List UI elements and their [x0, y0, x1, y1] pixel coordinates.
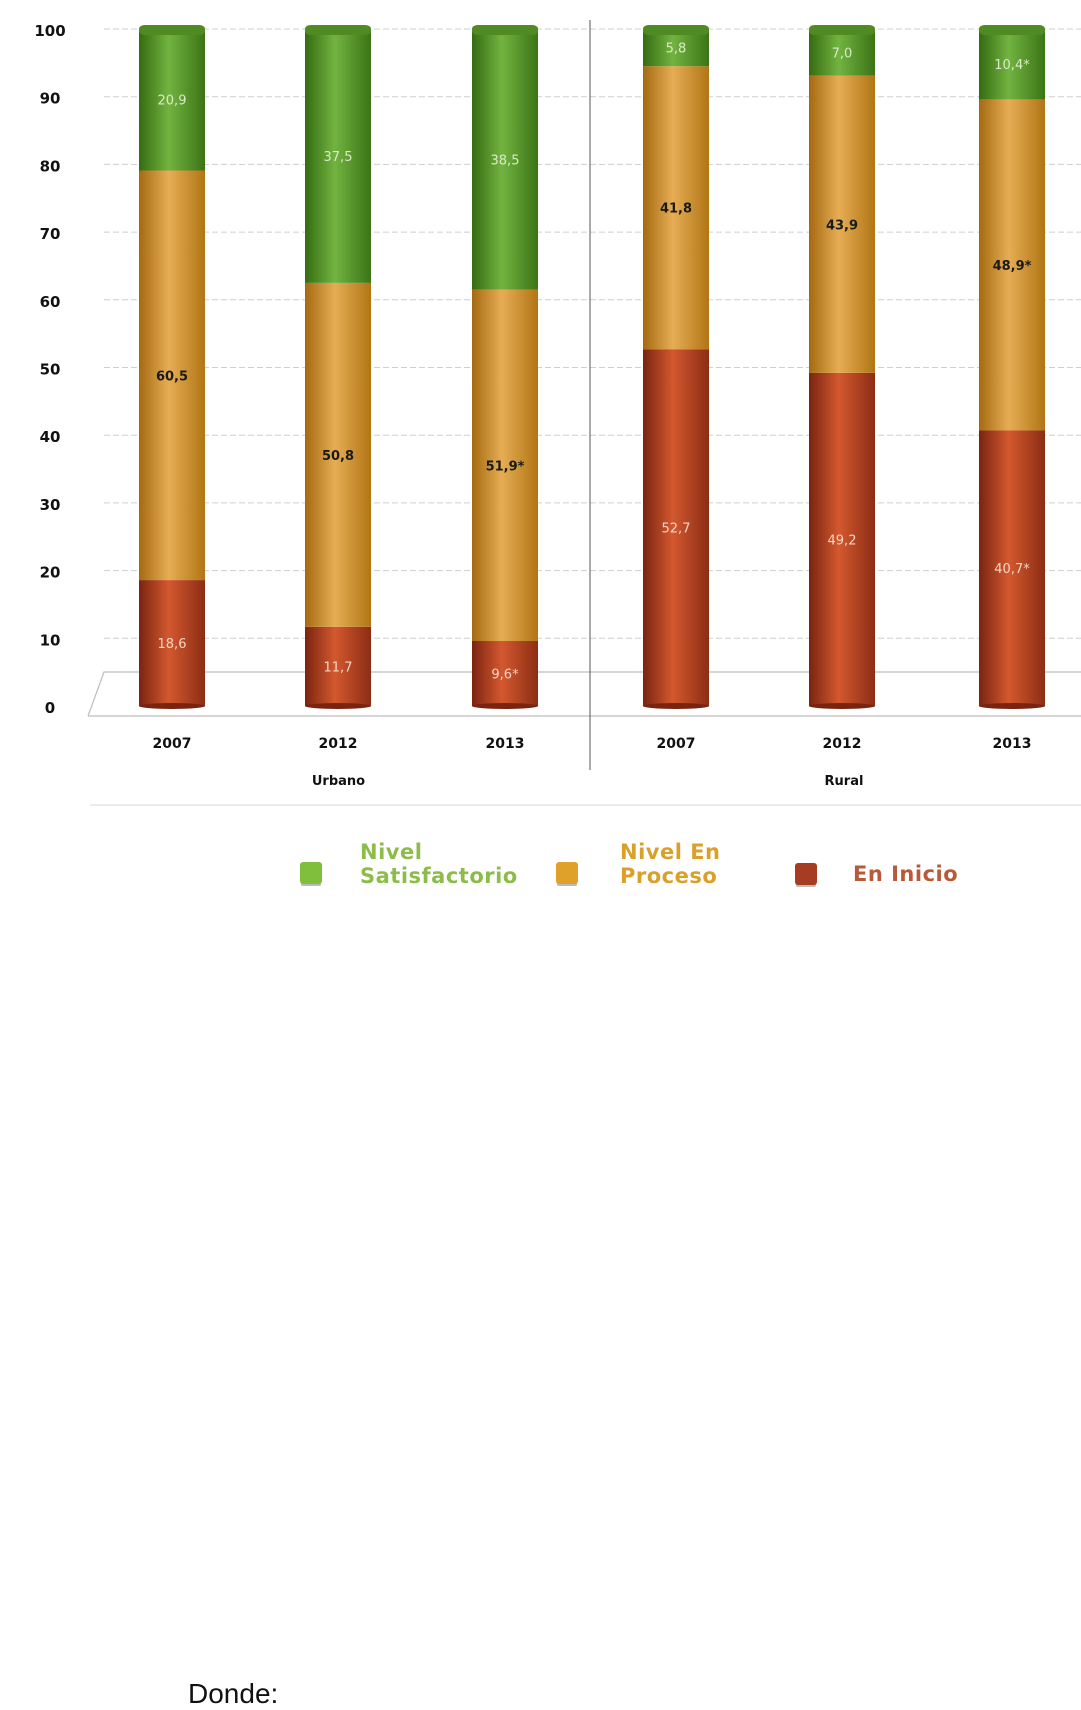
bar-segment: [643, 349, 709, 706]
bar-segment: [643, 66, 709, 350]
chart-floor: [87, 671, 1081, 717]
bar-base: [809, 703, 875, 709]
bar-cap: [809, 25, 875, 35]
legend-label-satisfactorio-2: Satisfactorio: [360, 864, 518, 888]
data-label: 41,8: [660, 202, 692, 217]
data-label: 11,7: [324, 660, 353, 675]
data-label: 43,9: [826, 218, 858, 233]
data-label: 40,7*: [994, 562, 1030, 577]
x-axis-labels: 2007 2012 2013 Urbano 2007 2012 2013 Rural: [153, 736, 1032, 789]
data-label: 20,9: [158, 94, 187, 109]
bar-segment: [472, 29, 538, 290]
legend-item-inicio: En Inicio: [795, 862, 958, 886]
legend-swatch-inicio: [795, 863, 817, 885]
data-label: 48,9*: [993, 259, 1032, 274]
bar-segment: [472, 289, 538, 642]
y-tick-label: 10: [40, 631, 61, 649]
bar-cap: [472, 25, 538, 35]
bar-cap: [979, 25, 1045, 35]
legend-swatch-proceso: [556, 862, 578, 884]
group-label: Rural: [825, 774, 864, 789]
data-label: 18,6: [158, 637, 187, 652]
bar-segment: [643, 29, 709, 67]
x-tick-label: 2013: [993, 736, 1032, 752]
data-label: 5,8: [666, 42, 687, 57]
data-label: 60,5: [156, 369, 188, 384]
bar-base: [305, 703, 371, 709]
bar-segment: [979, 29, 1045, 100]
legend-label-proceso-2: Proceso: [620, 864, 718, 888]
legend-label-inicio: En Inicio: [853, 862, 959, 886]
x-tick-label: 2007: [657, 736, 696, 752]
data-label: 52,7: [662, 522, 691, 537]
bar-base: [979, 703, 1045, 709]
bar-cap: [139, 25, 205, 35]
y-axis: 0 10 20 30 40 50 60 70 80 90 100: [34, 22, 65, 717]
data-label: 7,0: [832, 46, 853, 61]
y-tick-label: 30: [40, 496, 61, 514]
y-tick-label: 70: [40, 225, 61, 243]
y-tick-label: 90: [40, 90, 61, 108]
x-tick-label: 2012: [319, 736, 358, 752]
legend: Donde: Nivel Satisfactorio Nivel En Proc…: [0, 820, 1081, 1709]
x-tick-label: 2013: [486, 736, 525, 752]
data-label: 9,6*: [491, 668, 519, 683]
bar-segment: [809, 29, 875, 76]
group-label: Urbano: [312, 774, 365, 789]
gridlines: [87, 20, 1081, 806]
bars: 18,6 60,5 20,9 11,7 50,8 37,5 9,6* 51,9* 38,5 52,…: [139, 25, 1045, 709]
bar-segment: [809, 75, 875, 373]
bar-segment: [472, 641, 538, 706]
x-tick-label: 2012: [823, 736, 862, 752]
bar-cap: [643, 25, 709, 35]
bar-base: [643, 703, 709, 709]
x-tick-label: 2007: [153, 736, 192, 752]
legend-label-proceso-1: Nivel En: [620, 840, 721, 864]
bar-segment: [979, 99, 1045, 431]
legend-label-satisfactorio-1: Nivel: [360, 840, 423, 864]
data-label: 51,9*: [486, 459, 525, 474]
legend-intro: Donde:: [188, 1678, 279, 1709]
stacked-bar-chart: 0 10 20 30 40 50 60 70 80 90 100 18,6 60,5 20,9 11,7 5…: [34, 20, 1081, 806]
bar-segment: [139, 170, 205, 581]
y-tick-label: 20: [40, 564, 61, 582]
legend-item-satisfactorio: Nivel Satisfactorio: [300, 840, 518, 888]
y-tick-label: 50: [40, 361, 61, 379]
y-tick-label: 40: [40, 428, 61, 446]
legend-item-proceso: Nivel En Proceso: [556, 840, 721, 888]
data-label: 10,4*: [994, 58, 1030, 73]
data-label: 50,8: [322, 449, 354, 464]
bar-segment: [305, 282, 371, 627]
bar-segment: [979, 430, 1045, 706]
y-tick-label: 80: [40, 157, 61, 175]
y-tick-label: 100: [34, 22, 65, 40]
data-label: 37,5: [324, 150, 353, 165]
bar-segment: [305, 29, 371, 283]
bar-segment: [305, 626, 371, 706]
bar-cap: [305, 25, 371, 35]
bar-base: [139, 703, 205, 709]
bar-segment: [809, 372, 875, 706]
bar-segment: [139, 580, 205, 706]
y-tick-label: 60: [40, 293, 61, 311]
bar-segment: [139, 29, 205, 171]
y-tick-label: 0: [45, 699, 55, 717]
data-label: 49,2: [828, 533, 857, 548]
bar-base: [472, 703, 538, 709]
legend-swatch-satisfactorio: [300, 862, 322, 884]
data-label: 38,5: [491, 153, 520, 168]
